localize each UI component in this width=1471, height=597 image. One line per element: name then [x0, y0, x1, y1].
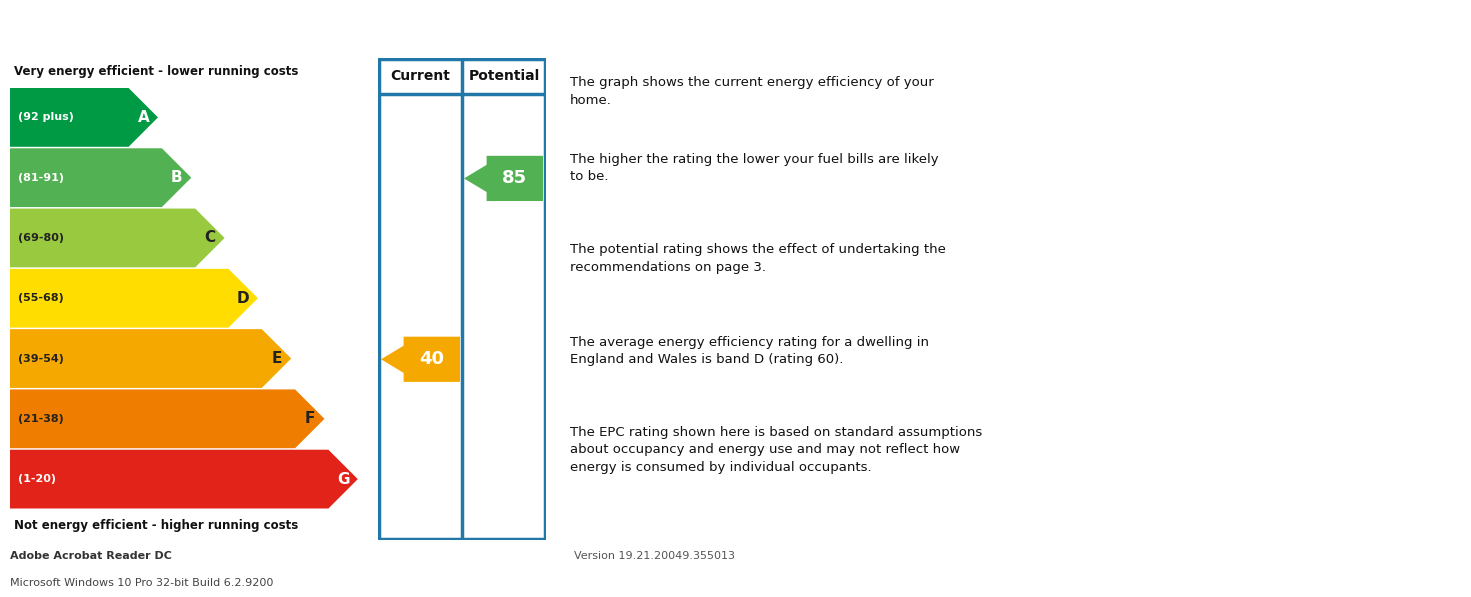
Text: Energy Efficiency Rating: Energy Efficiency Rating	[15, 13, 474, 45]
Text: Current: Current	[390, 69, 450, 83]
Text: G: G	[337, 472, 349, 487]
Text: The average energy efficiency rating for a dwelling in
England and Wales is band: The average energy efficiency rating for…	[569, 336, 930, 367]
Text: Adobe Acrobat Reader DC: Adobe Acrobat Reader DC	[10, 551, 172, 561]
Text: The higher the rating the lower your fuel bills are likely
to be.: The higher the rating the lower your fue…	[569, 153, 938, 183]
Text: A: A	[137, 110, 149, 125]
Text: Not energy efficient - higher running costs: Not energy efficient - higher running co…	[15, 519, 299, 533]
Polygon shape	[463, 156, 543, 201]
Text: (69-80): (69-80)	[18, 233, 65, 243]
Text: (39-54): (39-54)	[18, 353, 63, 364]
Polygon shape	[10, 450, 357, 509]
Text: (1-20): (1-20)	[18, 474, 56, 484]
Polygon shape	[10, 329, 291, 388]
Text: The potential rating shows the effect of undertaking the
recommendations on page: The potential rating shows the effect of…	[569, 243, 946, 273]
Text: C: C	[204, 230, 215, 245]
Text: (92 plus): (92 plus)	[18, 112, 74, 122]
Polygon shape	[10, 148, 191, 207]
Text: (21-38): (21-38)	[18, 414, 63, 424]
Polygon shape	[381, 337, 460, 382]
Polygon shape	[10, 88, 157, 147]
Text: The EPC rating shown here is based on standard assumptions
about occupancy and e: The EPC rating shown here is based on st…	[569, 426, 983, 474]
Text: Very energy efficient - lower running costs: Very energy efficient - lower running co…	[15, 66, 299, 78]
Text: B: B	[171, 170, 182, 185]
Text: 85: 85	[502, 170, 528, 187]
Polygon shape	[10, 269, 257, 328]
Text: (81-91): (81-91)	[18, 173, 65, 183]
Text: (55-68): (55-68)	[18, 293, 63, 303]
Text: Version 19.21.20049.355013: Version 19.21.20049.355013	[574, 551, 734, 561]
Text: The graph shows the current energy efficiency of your
home.: The graph shows the current energy effic…	[569, 76, 934, 106]
Polygon shape	[10, 389, 325, 448]
Text: Potential: Potential	[468, 69, 540, 83]
Text: D: D	[237, 291, 250, 306]
Text: F: F	[304, 411, 315, 426]
Polygon shape	[10, 208, 225, 267]
Text: Microsoft Windows 10 Pro 32-bit Build 6.2.9200: Microsoft Windows 10 Pro 32-bit Build 6.…	[10, 578, 274, 588]
Text: 40: 40	[419, 350, 444, 368]
Text: E: E	[271, 351, 281, 366]
